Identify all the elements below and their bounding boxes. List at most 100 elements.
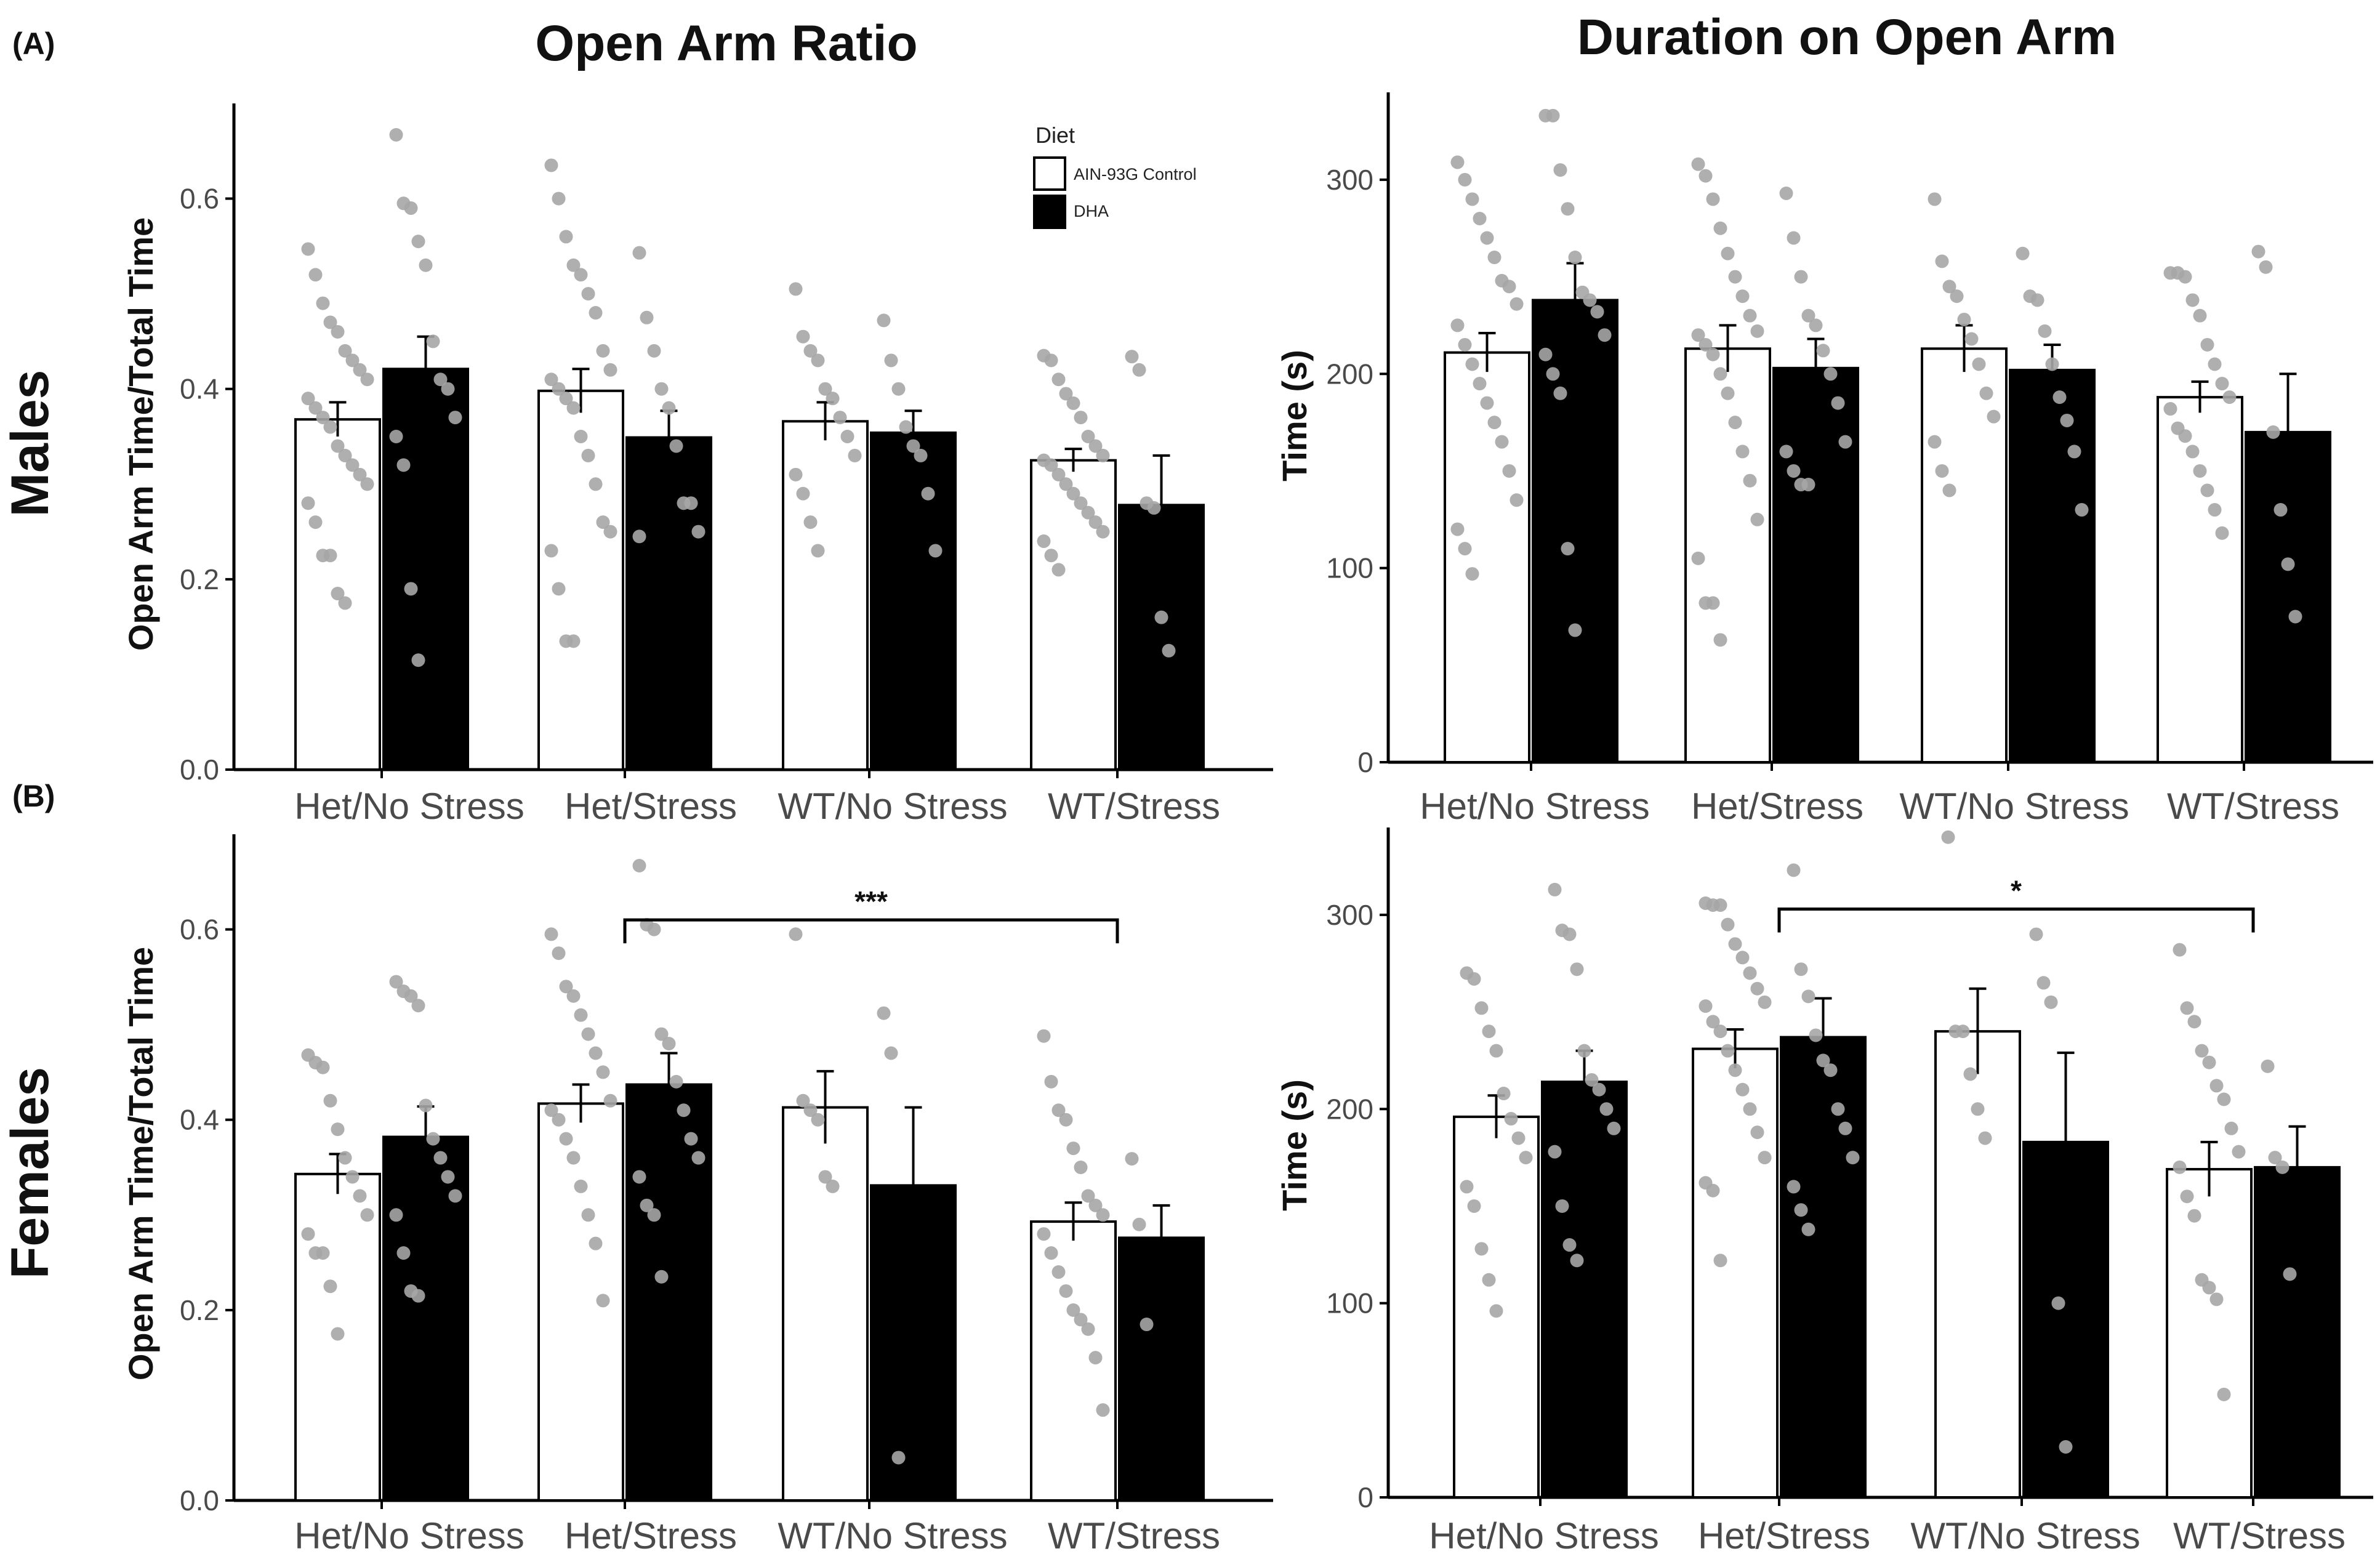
data-point [1546, 367, 1560, 381]
data-point [1059, 477, 1073, 491]
data-point [1510, 493, 1524, 507]
significance-bracket: * [1777, 874, 2255, 933]
data-point [1497, 1087, 1511, 1101]
y-tick-label: 0.2 [180, 563, 219, 595]
x-tick-label: WT/Stress [1048, 1515, 1220, 1554]
data-point [1750, 512, 1764, 526]
data-point [1816, 1053, 1830, 1068]
significance-line [623, 918, 1119, 944]
data-point [891, 1451, 906, 1465]
y-axis-label: Time (s) [1275, 1079, 1314, 1211]
data-point [544, 372, 558, 387]
data-point [566, 634, 581, 648]
data-point [559, 980, 573, 994]
data-point [2036, 976, 2051, 990]
data-point [1585, 1073, 1599, 1087]
data-point [1546, 108, 1560, 123]
data-point [1081, 430, 1095, 443]
panel-label-b: (B) [12, 779, 55, 813]
data-point [1935, 464, 1949, 478]
x-tick-label: Het/No Stress [294, 1515, 524, 1554]
data-point [796, 1093, 810, 1108]
data-point [1482, 1273, 1496, 1287]
data-point [1706, 347, 1720, 361]
data-point [1801, 1222, 1815, 1236]
data-point [818, 1170, 832, 1184]
data-point [796, 329, 810, 344]
y-tick-label: 0.4 [180, 373, 219, 405]
legend-label-control: AIN-93G Control [1074, 165, 1197, 183]
data-point [1458, 542, 1472, 556]
data-point [323, 315, 337, 329]
data-point [2044, 995, 2058, 1009]
row-label-females: Females [1, 1067, 60, 1279]
data-point [1051, 372, 1066, 387]
data-point [448, 411, 462, 425]
data-point [2075, 503, 2089, 517]
data-point [803, 1103, 818, 1117]
x-tick-label: WT/Stress [2167, 786, 2339, 827]
data-point [632, 859, 646, 873]
data-point [2173, 1160, 2187, 1174]
data-point [1735, 1082, 1750, 1097]
data-point [441, 382, 455, 396]
bar-control [1934, 1030, 2021, 1499]
data-point [1831, 396, 1845, 410]
data-point [1051, 1103, 1066, 1117]
data-point [404, 582, 418, 596]
x-tick-label: Het/Stress [565, 1515, 737, 1554]
data-point [411, 653, 425, 667]
data-point [826, 392, 840, 406]
data-point [331, 587, 345, 601]
data-point [662, 401, 676, 415]
data-point [1568, 623, 1582, 637]
data-point [396, 458, 411, 472]
y-axis-label: Open Arm Time/Total Time [121, 217, 160, 651]
data-point [1964, 332, 1979, 346]
data-point [308, 268, 323, 282]
data-point [1044, 549, 1058, 563]
data-point [1735, 951, 1750, 965]
data-point [1713, 367, 1727, 381]
data-point [1088, 515, 1103, 529]
data-point [1044, 1246, 1058, 1260]
data-point [2060, 413, 2074, 427]
y-tick-label: 0.2 [180, 1294, 219, 1326]
data-point [2215, 377, 2229, 391]
data-point [1935, 254, 1949, 268]
chart-females-open-arm-ratio: Open Arm Time/Total Time Het/No Stress H… [121, 834, 1273, 1554]
data-point [803, 344, 818, 358]
data-point [589, 306, 603, 320]
data-point [1691, 157, 1705, 171]
legend-label-dha: DHA [1074, 202, 1109, 220]
data-point [603, 1093, 617, 1108]
x-tick-label: WT/No Stress [1899, 786, 2129, 827]
bar-dha [625, 436, 712, 771]
data-point [2273, 503, 2288, 517]
data-point [574, 268, 588, 282]
data-point [1450, 155, 1465, 169]
data-point [1713, 1025, 1727, 1039]
x-tick-label: Het/No Stress [294, 786, 524, 827]
data-point [1051, 467, 1066, 481]
data-point [1706, 1015, 1720, 1029]
data-point [1473, 211, 1487, 225]
data-point [914, 448, 928, 462]
data-point [2208, 503, 2222, 517]
data-point [1743, 1102, 1757, 1116]
data-point [1066, 396, 1080, 410]
data-point [684, 496, 698, 510]
bar-dha [1118, 504, 1205, 771]
data-point [2016, 246, 2030, 260]
data-point [1051, 1265, 1066, 1279]
data-point [1599, 1102, 1614, 1116]
data-point [811, 353, 825, 368]
data-point [826, 1179, 840, 1193]
data-point [891, 382, 906, 396]
data-point [1467, 1199, 1481, 1213]
data-point [877, 1006, 891, 1020]
data-point [1081, 1189, 1095, 1203]
bar-control [1030, 1220, 1117, 1502]
data-point [1699, 337, 1713, 352]
